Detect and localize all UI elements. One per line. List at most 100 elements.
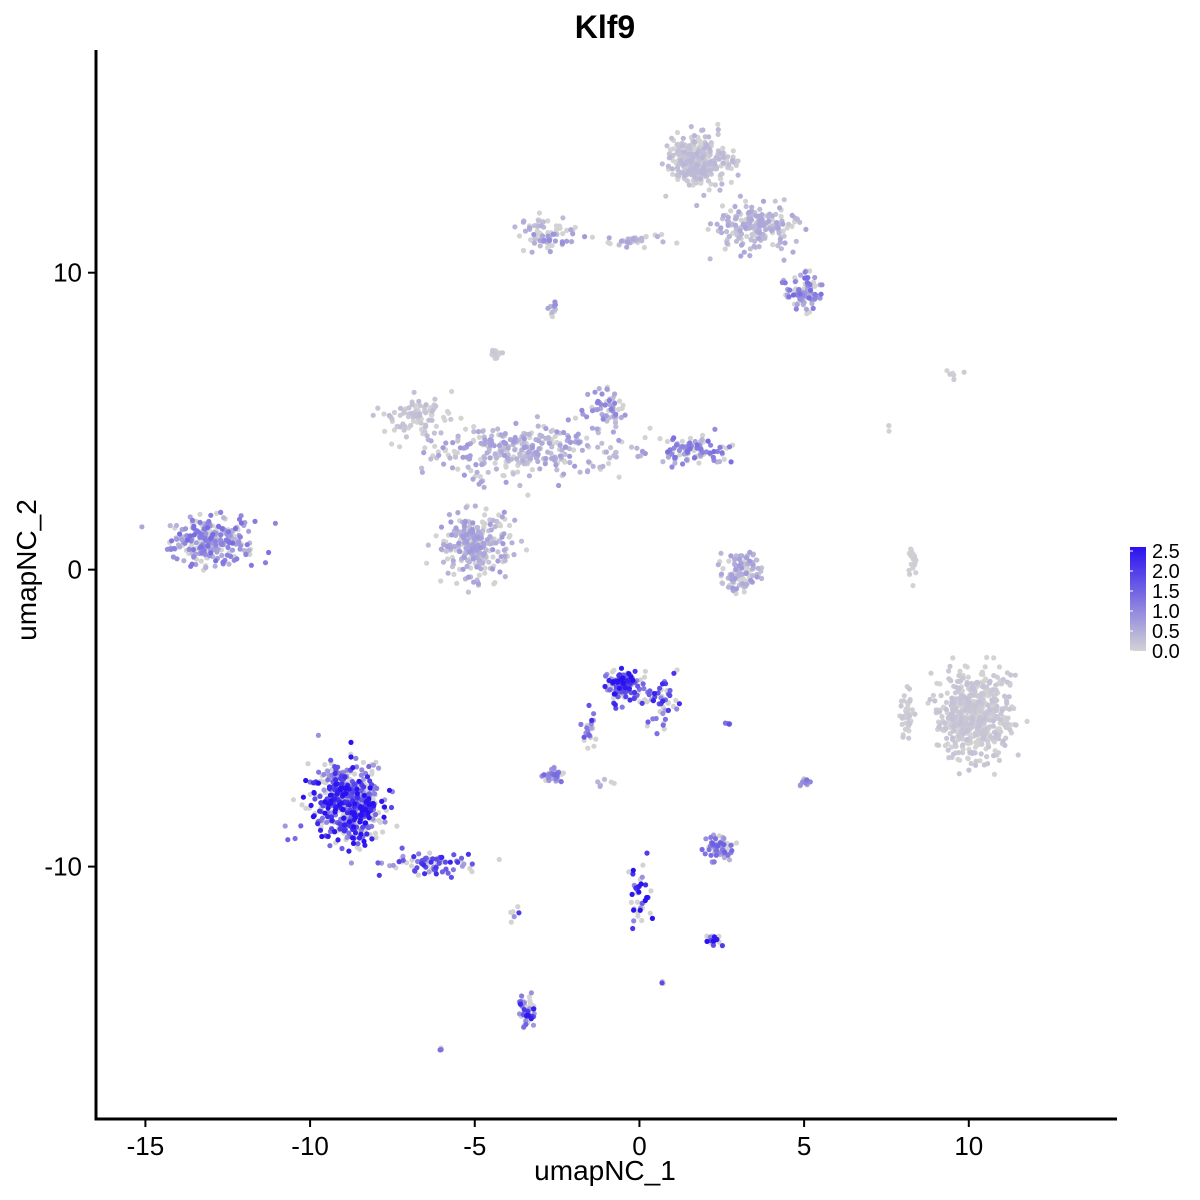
cell-point	[349, 810, 355, 816]
cell-point	[607, 455, 613, 461]
cell-point	[477, 474, 483, 480]
cell-point	[358, 804, 364, 810]
cell-point	[630, 925, 636, 932]
cell-point	[928, 670, 934, 676]
cell-point	[639, 874, 645, 880]
cell-point	[327, 843, 333, 849]
cell-point	[600, 463, 606, 469]
cell-point	[956, 685, 962, 692]
cell-point	[340, 792, 346, 798]
cell-point	[793, 306, 799, 312]
cell-point	[191, 532, 197, 538]
cell-point	[730, 148, 736, 154]
legend-tick-label: 0.5	[1152, 621, 1180, 643]
cell-point	[455, 466, 461, 472]
cell-point	[802, 275, 808, 281]
cell-point	[498, 449, 504, 455]
cell-point	[637, 907, 643, 913]
cell-point	[554, 429, 560, 435]
cell-point	[471, 424, 477, 430]
cell-point	[332, 807, 339, 813]
cell-point	[606, 677, 612, 684]
cell-point	[720, 145, 726, 151]
cell-point	[204, 525, 211, 531]
cell-point	[208, 512, 214, 518]
cell-point	[439, 854, 445, 861]
cell-point	[412, 868, 418, 874]
cell-point	[418, 420, 424, 426]
cell-point	[350, 765, 356, 771]
cell-point	[470, 556, 476, 562]
cell-point	[710, 942, 717, 948]
cell-point	[694, 151, 700, 157]
cell-point	[994, 713, 1000, 720]
cell-point	[970, 685, 976, 691]
cell-point	[447, 455, 453, 461]
x-tick-label: -15	[127, 1131, 165, 1161]
cell-point	[198, 544, 204, 550]
cell-point	[744, 233, 750, 239]
cell-point	[344, 810, 350, 816]
cell-point	[561, 429, 567, 436]
cell-point	[419, 465, 425, 471]
cell-point	[453, 532, 459, 539]
cell-point	[526, 994, 533, 1000]
cell-point	[460, 454, 466, 460]
cell-point	[361, 784, 367, 790]
cell-point	[973, 758, 979, 764]
cell-point	[208, 535, 214, 541]
cell-point	[567, 459, 573, 466]
cell-point	[733, 840, 740, 846]
cell-point	[626, 686, 633, 692]
cell-point	[907, 721, 913, 727]
cell-point	[956, 672, 962, 679]
cell-point	[674, 667, 680, 673]
cell-point	[993, 682, 999, 688]
cell-point	[212, 563, 218, 569]
cell-point	[711, 934, 718, 940]
cell-point	[244, 542, 250, 548]
cell-point	[958, 715, 964, 721]
cell-point	[549, 314, 556, 320]
cell-point	[197, 511, 203, 517]
cell-point	[545, 449, 551, 455]
cell-point	[980, 691, 986, 697]
cell-point	[322, 810, 328, 816]
cell-point	[482, 570, 488, 576]
cell-point	[786, 221, 792, 227]
cell-point	[391, 427, 397, 433]
cell-point	[515, 904, 521, 910]
cell-point	[551, 765, 557, 771]
cell-point	[511, 552, 517, 558]
cell-point	[611, 691, 617, 697]
cell-point	[642, 668, 649, 674]
color-legend: 2.52.01.51.00.50.0	[1130, 541, 1180, 663]
cell-point	[674, 442, 680, 448]
cell-point	[728, 842, 734, 848]
cell-point	[617, 398, 623, 404]
cell-point	[495, 426, 501, 432]
cell-point	[372, 811, 379, 818]
cell-point	[364, 831, 370, 837]
cell-point	[531, 1006, 537, 1012]
cell-point	[716, 156, 722, 162]
cell-point	[480, 528, 486, 534]
cell-point	[348, 739, 354, 746]
cell-point	[515, 469, 521, 475]
cell-point	[961, 730, 967, 736]
cell-point	[512, 434, 518, 441]
y-tick-label: 10	[53, 258, 82, 288]
cell-point	[797, 291, 803, 297]
cell-point	[956, 771, 962, 777]
cell-point	[927, 696, 933, 703]
cell-point	[212, 538, 218, 544]
cell-point	[526, 431, 532, 437]
cell-point	[455, 433, 461, 439]
cell-point	[266, 549, 272, 556]
cell-point	[955, 756, 961, 763]
cell-point	[538, 223, 544, 229]
cell-point	[907, 571, 913, 577]
cell-point	[680, 143, 686, 149]
cell-point	[725, 218, 732, 224]
cell-point	[428, 859, 434, 865]
